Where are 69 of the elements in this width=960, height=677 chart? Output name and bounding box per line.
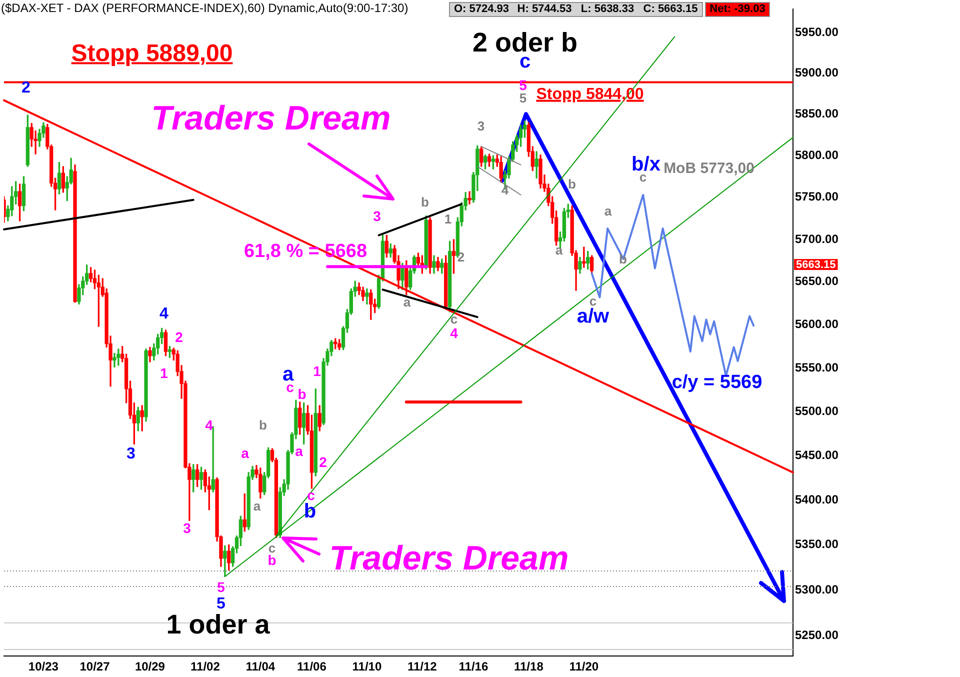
x-tick-label: 11/18 <box>514 660 544 674</box>
x-tick-label: 11/12 <box>407 660 438 674</box>
x-tick-label: 11/04 <box>246 660 276 674</box>
annotation: 2 <box>175 328 184 345</box>
annotation: b <box>259 418 268 433</box>
annotation: a <box>282 364 294 386</box>
annotation: 4 <box>501 182 510 198</box>
annotation: Traders Dream <box>329 539 569 578</box>
x-tick-label: 10/29 <box>134 660 166 674</box>
y-tick-label: 5300.00 <box>795 582 839 596</box>
y-tick-label: 5550.00 <box>795 360 839 374</box>
y-tick-label: 5450.00 <box>795 448 839 462</box>
annotation: a <box>295 442 304 459</box>
y-tick-label: 5750.00 <box>795 190 839 204</box>
annotation: 3 <box>183 520 192 536</box>
annotation: C: 5663.15 <box>642 3 699 16</box>
annotation: 1 <box>160 364 168 381</box>
annotation: c/y = 5569 <box>672 372 762 394</box>
text: 5663.15 <box>796 259 836 272</box>
annotation: a <box>555 242 564 258</box>
y-tick-label: 5850.00 <box>795 106 839 121</box>
x-tick-label: 11/10 <box>352 660 382 674</box>
x-tick-label: 11/20 <box>569 660 599 674</box>
annotation: 1 <box>313 362 322 379</box>
annotation: 2 <box>319 454 328 470</box>
ref-line-label: Stopp 5889,00 <box>71 40 233 68</box>
annotation: b <box>568 176 576 192</box>
chart-title: ($DAX-XET - DAX (PERFORMANCE-INDEX),60) Dynamic,Auto(9:00-17:30) <box>1 1 408 15</box>
annotation: 5 <box>519 90 527 106</box>
x-tick-label: 11/06 <box>297 660 327 674</box>
y-tick-label: 5650.00 <box>795 274 839 288</box>
x-tick-label: 11/16 <box>458 660 488 674</box>
y-tick-label: 5950.00 <box>795 24 839 39</box>
annotation: Net: -39.03 <box>705 2 770 17</box>
annotation: a <box>403 294 412 310</box>
y-tick-label: 5800.00 <box>795 148 839 162</box>
annotation: c <box>307 486 316 503</box>
annotation: a <box>253 498 262 514</box>
annotation: 4 <box>450 324 458 341</box>
annotation: 4 <box>205 416 214 433</box>
annotation: b <box>421 194 430 210</box>
annotation: O: 5724.93 <box>452 3 510 16</box>
annotation: 4 <box>160 305 169 322</box>
y-tick-label: 5400.00 <box>795 492 839 506</box>
annotation: H: 5744.53 <box>516 3 573 16</box>
annotation: a <box>241 444 250 461</box>
annotation: 2 <box>22 79 31 96</box>
annotation: 3 <box>477 118 485 134</box>
annotation: L: 5638.33 <box>580 3 636 16</box>
y-tick-label: 5500.00 <box>795 404 839 418</box>
annotation: a <box>604 204 612 219</box>
x-tick-label: 11/02 <box>190 660 220 674</box>
x-tick-label: 10/23 <box>28 660 59 674</box>
annotation: 1 <box>444 212 452 227</box>
annotation: 2 <box>457 250 465 265</box>
annotation: 5 <box>217 578 226 595</box>
y-tick-label: 5700.00 <box>795 232 839 246</box>
x-tick-label: 10/27 <box>80 660 110 674</box>
y-tick-label: 5600.00 <box>795 317 839 332</box>
annotation: b <box>298 386 306 402</box>
y-tick-label: 5350.00 <box>795 537 839 552</box>
annotation: Traders Dream <box>151 99 391 138</box>
y-tick-label: 5250.00 <box>795 628 839 642</box>
annotation: c <box>450 312 458 327</box>
annotation: 3 <box>126 445 136 462</box>
y-tick-label: 5900.00 <box>795 66 839 80</box>
series-label: 61,8 % = 5668 <box>244 240 368 262</box>
annotation: 3 <box>373 208 382 224</box>
annotation: MoB 5773,00 <box>664 160 754 178</box>
